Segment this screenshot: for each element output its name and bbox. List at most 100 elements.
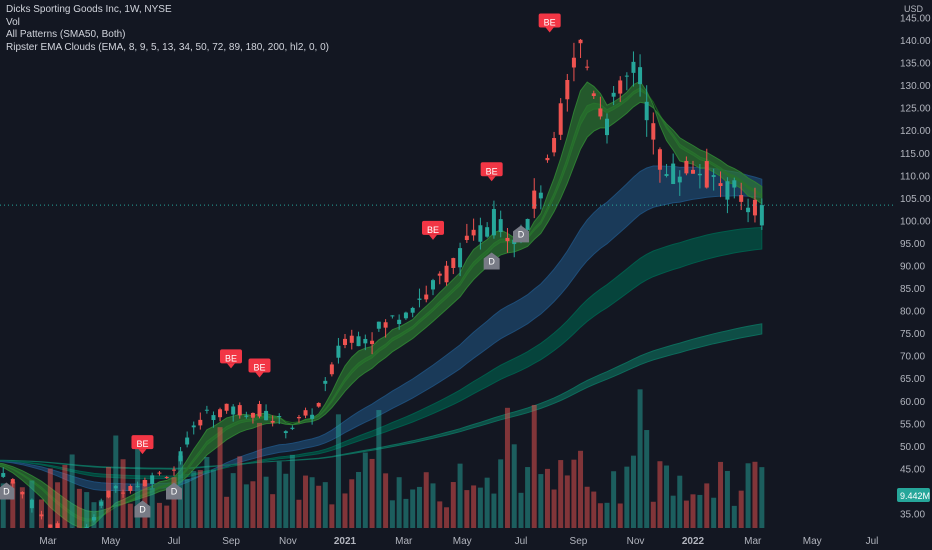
volume-bar (538, 474, 544, 528)
candle-body (478, 225, 483, 242)
candle-body (417, 298, 422, 300)
y-tick-label: 115.00 (900, 149, 930, 160)
volume-bar (84, 492, 90, 528)
pattern-label-text: D (139, 504, 146, 514)
volume-indicator-label[interactable]: Vol (6, 16, 20, 28)
volume-bar (309, 477, 315, 528)
candle-body (383, 322, 388, 328)
ema-clouds-indicator-label[interactable]: Ripster EMA Clouds (EMA, 8, 9, 5, 13, 34… (6, 41, 329, 53)
volume-bar (578, 450, 584, 528)
symbol-title[interactable]: Dicks Sporting Goods Inc, 1W, NYSE (6, 4, 172, 15)
candle-body (624, 75, 629, 77)
candle-body (84, 527, 89, 528)
volume-bar (617, 503, 623, 528)
x-tick-label: May (101, 536, 120, 547)
volume-bar (55, 482, 61, 528)
volume-bar (257, 422, 262, 528)
volume-bar (630, 455, 636, 528)
candle-body (505, 237, 510, 242)
y-tick-label: 100.00 (900, 216, 931, 227)
plot-area: BE BE BE BE BE BE D D D D D (0, 13, 765, 535)
volume-bar (243, 484, 249, 528)
bearish-engulfing-label: BE (538, 13, 561, 33)
volume-bar (604, 502, 610, 528)
y-tick-label: 60.00 (900, 397, 925, 408)
x-tick-label: Mar (39, 536, 57, 547)
candle-body (410, 307, 415, 313)
volume-bar (376, 410, 382, 528)
y-tick-label: 130.00 (900, 81, 931, 92)
x-tick-label: May (803, 536, 822, 547)
volume-bar (191, 471, 197, 528)
volume-bar (362, 452, 368, 528)
volume-bar (403, 498, 409, 528)
candle-body (451, 258, 456, 268)
candle-body (157, 472, 162, 474)
candle-body (356, 336, 361, 347)
volume-bar (76, 488, 82, 528)
candle-body (204, 409, 209, 411)
candle-body (198, 419, 203, 426)
candle-body (135, 486, 140, 488)
candle-body (70, 531, 74, 535)
candle-body (638, 67, 643, 85)
pattern-label-text: D (171, 486, 178, 496)
volume-bar (19, 487, 25, 528)
volume-bar (197, 470, 203, 528)
candle-body (704, 161, 709, 188)
candle-body (611, 92, 616, 97)
candle-body (444, 265, 449, 283)
volume-bar (224, 496, 230, 528)
patterns-indicator-label[interactable]: All Patterns (SMA50, Both) (6, 29, 126, 40)
volume-bar (525, 467, 531, 528)
volume-bar (149, 488, 155, 528)
volume-bar (664, 465, 670, 528)
volume-bar (670, 495, 676, 528)
volume-bar (430, 483, 436, 528)
y-tick-label: 50.00 (900, 442, 925, 453)
volume-bar (611, 471, 617, 528)
volume-bar (690, 494, 696, 528)
volume-bar (0, 483, 6, 528)
volume-bar (644, 430, 650, 528)
candle-body (55, 523, 60, 528)
candle-body (164, 477, 169, 479)
x-tick-label: May (453, 536, 472, 547)
candle-body (128, 485, 133, 491)
candle-body (598, 108, 603, 117)
volume-bar (484, 477, 490, 528)
bearish-engulfing-label: BE (248, 358, 271, 378)
candle-body (270, 420, 275, 423)
candle-body (578, 39, 583, 44)
volume-bar (316, 485, 322, 528)
y-tick-label: 145.00 (900, 14, 931, 25)
volume-bar (571, 459, 577, 528)
pattern-label-text: BE (486, 166, 498, 176)
y-tick-label: 80.00 (900, 307, 925, 318)
volume-bar (637, 389, 643, 528)
volume-bar (711, 497, 717, 528)
candle-body (343, 338, 347, 346)
candle-body (552, 138, 557, 153)
y-tick-label: 135.00 (900, 59, 931, 70)
candle-body (437, 273, 442, 276)
volume-bar (47, 468, 53, 528)
candle-body (29, 499, 34, 509)
volume-bar (731, 505, 737, 528)
volume-bar (283, 473, 289, 528)
x-tick-label: Sep (570, 536, 588, 547)
candle-body (329, 364, 334, 375)
candle-body (310, 414, 315, 419)
candle-body (91, 517, 96, 521)
candle-body (458, 248, 463, 268)
pattern-label-text: BE (136, 439, 148, 449)
candle-body (565, 80, 570, 100)
candle-body (605, 118, 609, 136)
volume-bar (498, 459, 504, 528)
volume-bar (544, 468, 550, 528)
candle-body (191, 425, 196, 428)
candle-body (150, 475, 155, 484)
candle-body (172, 469, 176, 471)
volume-bar (127, 503, 133, 528)
